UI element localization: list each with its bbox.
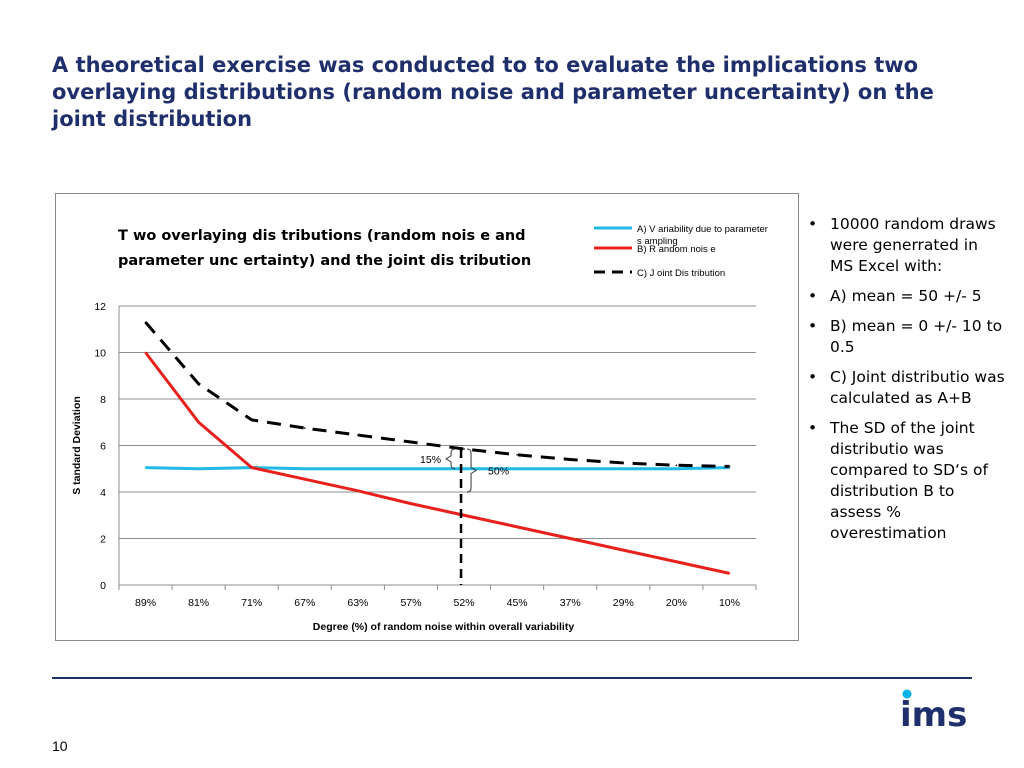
data-point xyxy=(410,502,412,505)
x-tick-label: 45% xyxy=(507,597,528,609)
data-point xyxy=(675,464,678,467)
y-tick-label: 4 xyxy=(100,487,106,499)
x-tick-label: 81% xyxy=(188,597,209,609)
y-tick-label: 6 xyxy=(100,441,106,453)
data-point xyxy=(675,560,678,563)
data-point xyxy=(303,427,306,429)
brace-50 xyxy=(467,448,478,493)
slide-title: A theoretical exercise was conducted to … xyxy=(52,53,934,131)
annotation-label-50: 50% xyxy=(488,465,509,477)
data-point xyxy=(622,467,625,470)
data-point xyxy=(463,448,465,450)
data-point xyxy=(197,467,200,470)
bullet-list: 10000 random draws were generrated in MS… xyxy=(806,214,1006,553)
data-point xyxy=(569,537,572,540)
x-tick-label: 10% xyxy=(719,597,740,609)
y-tick-label: 12 xyxy=(94,301,106,313)
ims-logo: ims xyxy=(900,689,967,730)
x-tick-label: 37% xyxy=(560,597,581,609)
y-tick-label: 2 xyxy=(100,534,106,546)
data-point xyxy=(728,465,731,468)
chart-title-line: parameter unc ertainty) and the joint di… xyxy=(118,253,531,269)
x-tick-label: 52% xyxy=(454,597,475,609)
data-point xyxy=(144,351,147,354)
series-line xyxy=(144,351,730,575)
series-line xyxy=(145,466,730,471)
data-point xyxy=(144,466,147,469)
chart-title-line: T wo overlaying dis tributions (random n… xyxy=(118,228,526,244)
y-tick-label: 10 xyxy=(94,348,106,360)
bullet-item: C) Joint distributio was calculated as A… xyxy=(806,367,1006,409)
data-point xyxy=(250,466,253,469)
x-tick-label: 29% xyxy=(613,597,634,609)
footer-rule xyxy=(52,677,972,679)
data-point xyxy=(463,467,465,470)
data-point xyxy=(516,467,518,470)
data-point xyxy=(303,478,306,481)
annotation-label-15: 15% xyxy=(420,454,441,466)
legend-label: A) V ariability due to parameter xyxy=(637,224,768,235)
data-point xyxy=(516,526,518,528)
data-point xyxy=(144,321,147,324)
legend-label: B) R andom nois e xyxy=(637,244,716,255)
data-point xyxy=(675,467,678,470)
line-chart: T wo overlaying dis tributions (random n… xyxy=(71,224,768,633)
bullet-item: The SD of the joint distributio was comp… xyxy=(806,418,1006,544)
data-point xyxy=(410,467,412,470)
x-tick-label: 89% xyxy=(135,597,156,609)
data-point xyxy=(357,434,359,436)
y-tick-label: 8 xyxy=(100,394,106,406)
data-point xyxy=(197,421,200,424)
bullet-item: B) mean = 0 +/- 10 to 0.5 xyxy=(806,316,1006,358)
data-point xyxy=(357,490,359,492)
legend-label: C) J oint Dis tribution xyxy=(637,268,725,279)
data-point xyxy=(569,467,572,470)
page-number: 10 xyxy=(52,738,68,754)
logo-dot xyxy=(902,689,912,699)
x-tick-label: 67% xyxy=(294,597,315,609)
bullet-item: 10000 random draws were generrated in MS… xyxy=(806,214,1006,277)
data-point xyxy=(728,572,731,575)
bullet-item: A) mean = 50 +/- 5 xyxy=(806,286,1006,307)
chart-frame: T wo overlaying dis tributions (random n… xyxy=(55,193,799,641)
data-point xyxy=(303,467,306,470)
data-point xyxy=(197,383,200,385)
data-point xyxy=(357,467,359,470)
data-point xyxy=(622,462,625,464)
x-tick-label: 57% xyxy=(400,597,421,609)
data-point xyxy=(463,514,465,517)
data-point xyxy=(516,454,518,456)
brace-15 xyxy=(445,448,456,470)
x-tick-label: 20% xyxy=(666,597,687,609)
series-line xyxy=(144,321,730,468)
logo-text: ims xyxy=(900,695,967,730)
y-tick-label: 0 xyxy=(100,580,106,592)
x-tick-label: 71% xyxy=(241,597,262,609)
x-tick-label: 63% xyxy=(347,597,368,609)
legend-label: s ampling xyxy=(637,236,678,247)
data-point xyxy=(569,458,572,461)
y-axis-label: S tandard Deviation xyxy=(71,396,83,495)
x-axis-label: Degree (%) of random noise within overal… xyxy=(313,621,575,633)
data-point xyxy=(250,419,253,421)
data-point xyxy=(410,441,412,443)
data-point xyxy=(622,549,625,551)
